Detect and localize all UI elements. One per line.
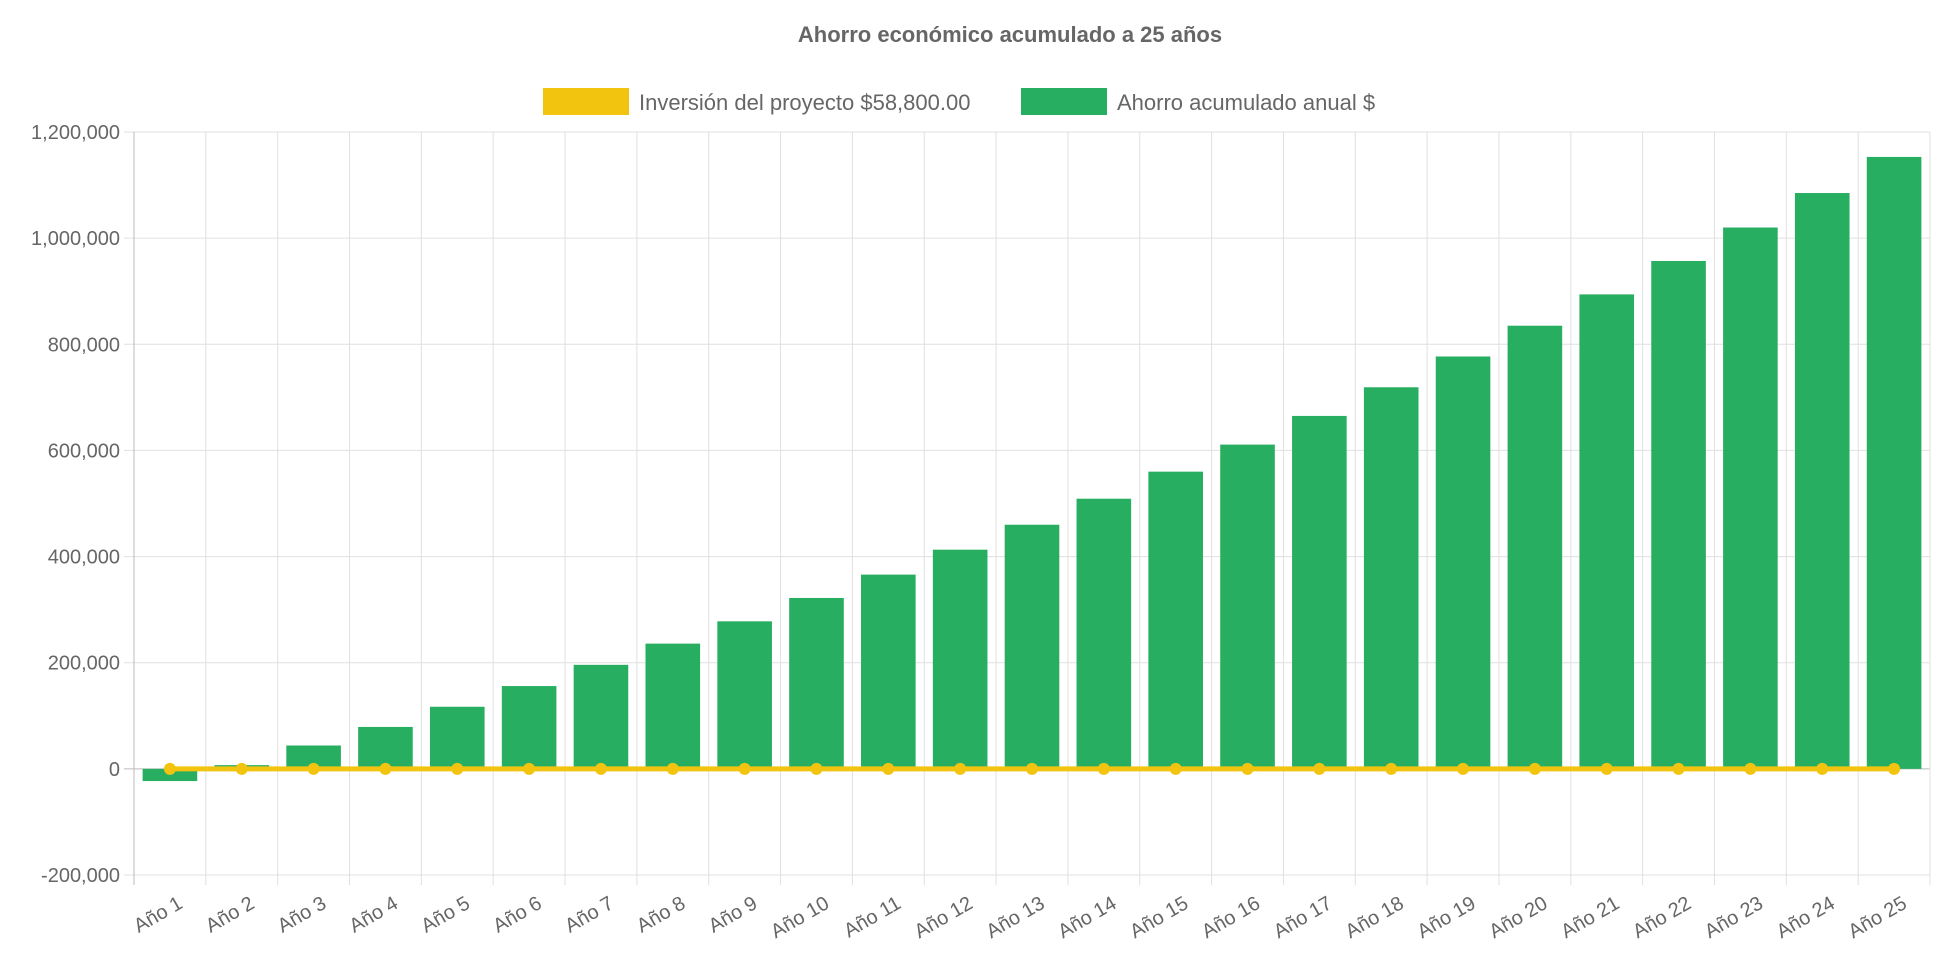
bar (1651, 260, 1706, 769)
x-tick-label: Año 21 (1557, 892, 1623, 943)
line-point (810, 762, 823, 775)
bar (1723, 227, 1778, 769)
y-tick-label: 1,200,000 (31, 122, 120, 144)
legend-label: Ahorro acumulado anual $ (1117, 90, 1375, 115)
bar (1220, 444, 1275, 769)
bar (789, 597, 844, 769)
x-tick-label: Año 23 (1701, 892, 1767, 943)
x-tick-label: Año 13 (983, 892, 1049, 943)
legend-swatch (543, 88, 629, 115)
line-point (882, 762, 895, 775)
bar (861, 574, 916, 769)
bar (1435, 356, 1491, 769)
bars (142, 156, 1922, 782)
x-tick-label: Año 20 (1485, 892, 1551, 943)
line-point (307, 762, 320, 775)
line-series (163, 762, 1901, 775)
line-point (1744, 762, 1757, 775)
x-tick-label: Año 16 (1198, 892, 1264, 943)
line-point (1241, 762, 1254, 775)
bar (717, 621, 772, 769)
line-point (1816, 762, 1829, 775)
y-tick-label: 600,000 (48, 440, 120, 462)
legend-label: Inversión del proyecto $58,800.00 (639, 90, 970, 115)
y-tick-label: -200,000 (41, 865, 120, 887)
x-tick-label: Año 7 (561, 892, 617, 937)
x-tick-label: Año 17 (1270, 892, 1336, 943)
x-tick-label: Año 5 (418, 892, 474, 937)
line-point (235, 762, 248, 775)
bar (645, 643, 701, 769)
x-tick-label: Año 3 (274, 892, 330, 937)
x-tick-label: Año 18 (1342, 892, 1408, 943)
x-tick-label: Año 15 (1126, 892, 1192, 943)
bar (1292, 415, 1347, 769)
x-tick-label: Año 25 (1845, 892, 1911, 943)
x-tick-label: Año 14 (1054, 892, 1120, 943)
line-point (1672, 762, 1685, 775)
chart-title: Ahorro económico acumulado a 25 años (798, 22, 1222, 47)
line-point (666, 762, 679, 775)
x-tick-label: Año 11 (840, 892, 905, 942)
x-tick-label: Año 4 (346, 892, 402, 937)
legend-swatch (1021, 88, 1107, 115)
y-tick-label: 800,000 (48, 334, 120, 356)
bar (1866, 156, 1922, 769)
line-point (1457, 762, 1470, 775)
x-axis: Año 1 Año 2 Año 3 Año 4 Año 5 Año 6 Año 7 Año 8… (130, 892, 1910, 943)
grid (124, 131, 1931, 885)
line-point (954, 762, 967, 775)
bar (1363, 387, 1419, 769)
bar (142, 768, 198, 782)
bar (1579, 294, 1635, 769)
y-tick-label: 200,000 (48, 653, 120, 675)
bar (358, 726, 413, 769)
x-tick-label: Año 2 (202, 892, 258, 937)
line-point (1026, 762, 1038, 775)
bar (1794, 193, 1850, 769)
y-axis: 1,200,000 1,000,000 800,000 600,000 400,000 2… (31, 122, 120, 887)
line-point (379, 762, 392, 775)
line-point (1888, 762, 1901, 775)
line-point (1528, 762, 1541, 775)
x-tick-label: Año 24 (1773, 892, 1839, 943)
bar (501, 686, 557, 769)
bar (573, 664, 629, 769)
legend: Inversión del proyecto $58,800.00 Ahorro … (543, 88, 1375, 115)
line-point (451, 762, 464, 775)
y-tick-label: 400,000 (48, 547, 120, 569)
x-tick-label: Año 22 (1629, 892, 1695, 943)
x-tick-label: Año 10 (767, 892, 833, 943)
x-tick-label: Año 19 (1414, 892, 1480, 943)
line-point (738, 762, 751, 775)
line-point (1313, 762, 1326, 775)
line-point (523, 762, 536, 775)
line-point (163, 762, 176, 775)
y-tick-label: 0 (109, 759, 120, 781)
x-tick-label: Año 9 (705, 892, 761, 937)
x-tick-label: Año 12 (911, 892, 977, 943)
line-point (1097, 762, 1110, 775)
bar (1004, 524, 1060, 769)
line-point (1385, 762, 1398, 775)
bar (1507, 325, 1563, 769)
bar (286, 745, 341, 769)
x-tick-label: Año 1 (130, 892, 186, 937)
bar (932, 549, 988, 769)
bar (1076, 498, 1132, 769)
bar (1148, 471, 1203, 769)
y-tick-label: 1,000,000 (31, 228, 120, 250)
line-point (1600, 762, 1613, 775)
bar (429, 706, 485, 769)
x-tick-label: Año 8 (633, 892, 689, 937)
line-point (594, 762, 607, 775)
line-point (1169, 762, 1182, 775)
x-tick-label: Año 6 (489, 892, 545, 937)
